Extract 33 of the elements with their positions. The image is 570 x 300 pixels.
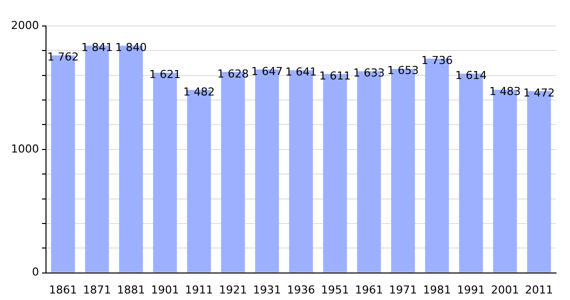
x-tick-label: 1971 <box>389 283 417 296</box>
x-tick-label: 2011 <box>525 283 553 296</box>
x-tick-label: 1911 <box>184 283 213 296</box>
data-label: 1 647 <box>251 64 283 78</box>
data-label: 1 482 <box>183 85 215 98</box>
data-label: 1 633 <box>353 66 385 80</box>
x-tick-label: 1951 <box>320 283 349 296</box>
x-tick-label: 1861 <box>48 283 77 296</box>
data-label: 1 841 <box>81 40 113 54</box>
data-label: 1 611 <box>319 69 351 82</box>
x-tick-label: 1921 <box>218 283 247 296</box>
data-label: 1 641 <box>285 66 317 79</box>
data-label: 1 840 <box>115 41 147 54</box>
x-tick-label: 1991 <box>457 283 485 296</box>
data-label: 1 653 <box>387 64 419 78</box>
x-tick-label: 1901 <box>150 283 179 296</box>
y-tick-label: 1000 <box>10 142 39 156</box>
x-tick-label: 1871 <box>82 283 111 296</box>
y-tick-label: 2000 <box>10 18 39 32</box>
x-tick-label: 1936 <box>286 283 315 296</box>
x-tick-label: 1931 <box>252 283 281 296</box>
data-label: 1 483 <box>489 85 521 98</box>
data-label: 1 472 <box>523 86 555 100</box>
x-tick-label: 1981 <box>423 283 451 296</box>
data-label: 1 614 <box>455 68 487 82</box>
data-label: 1 736 <box>421 54 453 67</box>
x-tick-label: 1881 <box>116 283 145 296</box>
x-tick-label: 2001 <box>491 283 519 296</box>
x-tick-label: 1961 <box>355 283 383 296</box>
data-label: 1 621 <box>149 68 181 82</box>
y-tick-label: 0 <box>32 266 39 279</box>
data-label: 1 762 <box>47 50 79 64</box>
data-label: 1 628 <box>217 67 249 80</box>
